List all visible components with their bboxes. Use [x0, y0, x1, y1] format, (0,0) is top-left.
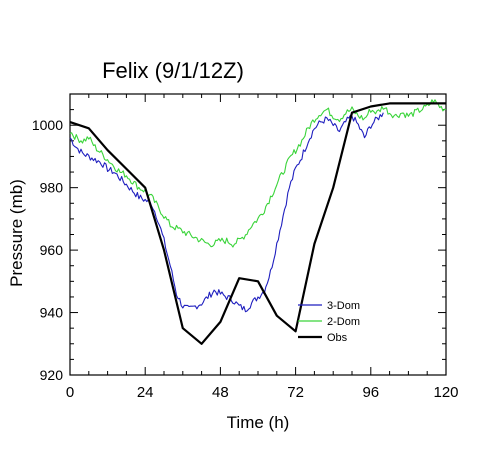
y-tick-label: 940 — [40, 305, 64, 321]
legend-label-2-dom: 2-Dom — [327, 316, 360, 328]
x-axis-label: Time (h) — [227, 413, 290, 432]
plot-frame — [69, 93, 447, 376]
x-tick-label: 0 — [66, 384, 74, 401]
plot-area: 0 24 48 72 96 120 920 940 960 980 1000 — [32, 93, 459, 401]
x-tick-label: 24 — [137, 384, 154, 401]
y-tick-label: 920 — [40, 367, 64, 383]
y-axis-label: Pressure (mb) — [7, 179, 26, 287]
x-tick-label: 96 — [362, 384, 379, 401]
legend: 3-Dom 2-Dom Obs — [298, 300, 360, 344]
y-tick-label: 980 — [40, 180, 64, 196]
series-line-obs — [69, 102, 446, 345]
y-tick-label: 1000 — [32, 117, 63, 133]
x-tick-label: 120 — [433, 384, 458, 401]
legend-label-obs: Obs — [327, 332, 348, 344]
legend-label-3-dom: 3-Dom — [327, 300, 360, 312]
y-tick-label: 960 — [40, 242, 64, 258]
series-line-3-dom — [69, 112, 384, 313]
chart-title: Felix (9/1/12Z) — [102, 58, 244, 83]
x-tick-label: 48 — [212, 384, 229, 401]
x-tick-label: 72 — [287, 384, 304, 401]
series-line-2-dom — [69, 99, 447, 248]
